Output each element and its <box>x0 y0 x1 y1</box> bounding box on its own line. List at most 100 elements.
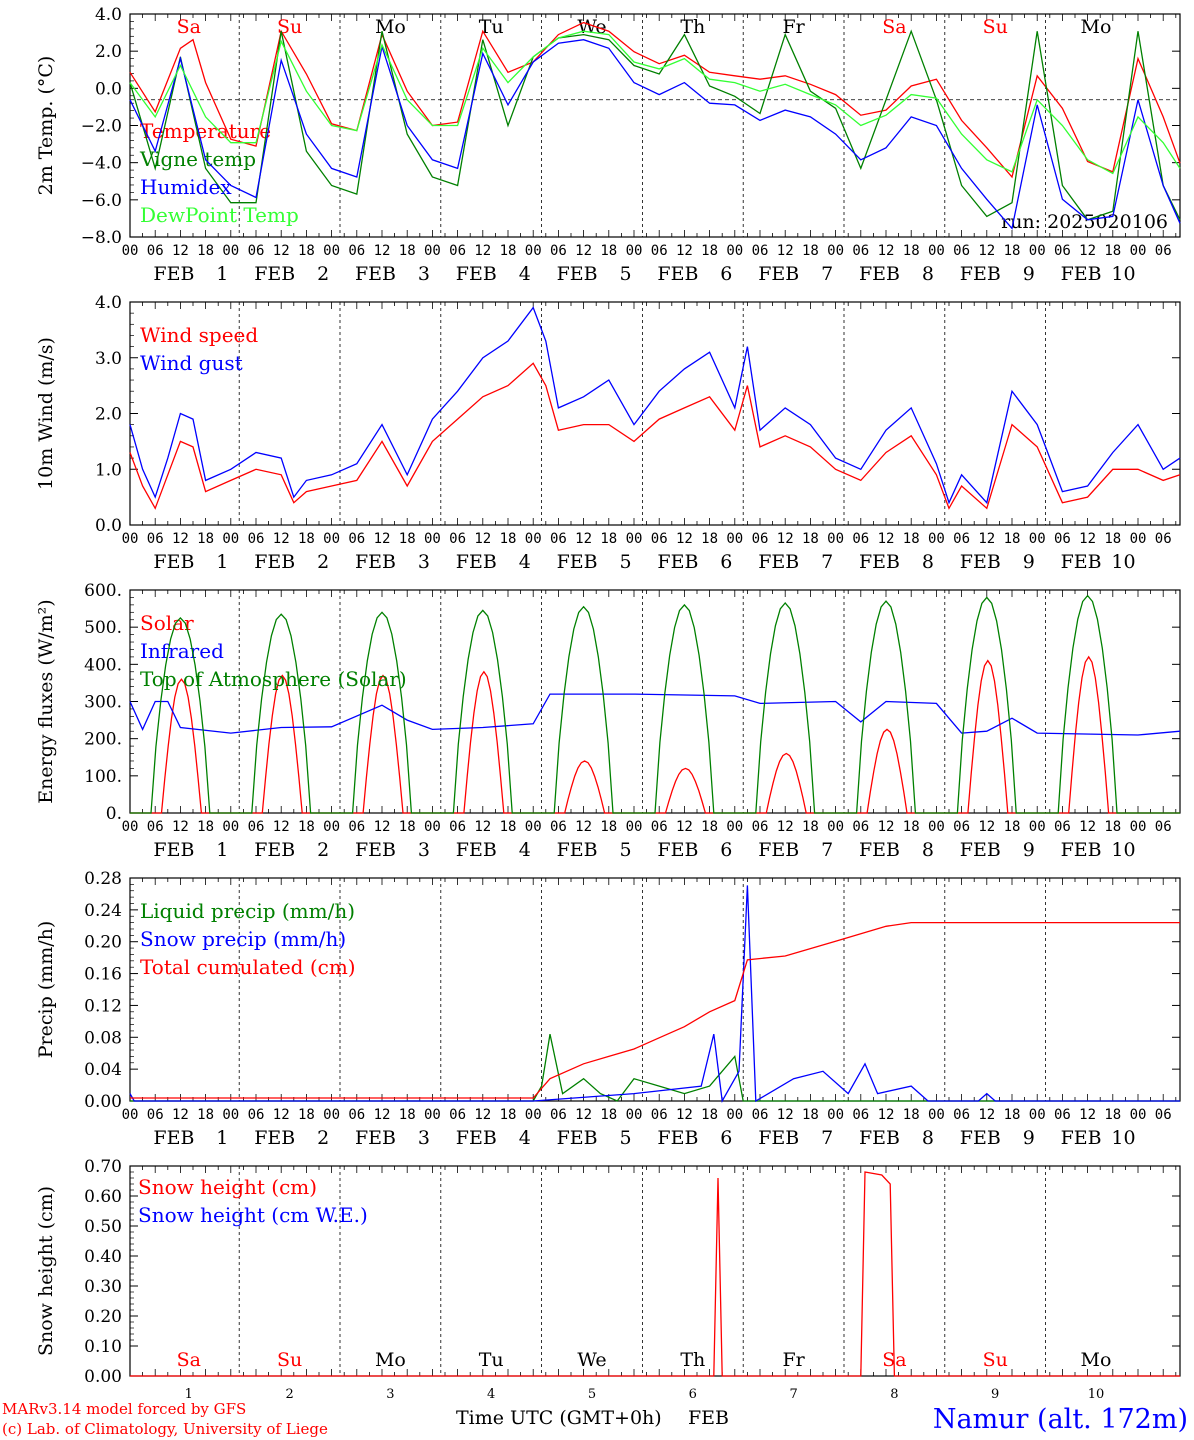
month-label: FEB <box>153 551 194 573</box>
hour-tick-label: 12 <box>978 243 995 259</box>
legend-entry: Temperature <box>140 119 271 143</box>
hour-tick-label: 12 <box>575 819 592 835</box>
day-number-label: 1 <box>216 551 228 573</box>
day-name-label: Sa <box>177 1349 201 1371</box>
day-number-label: 1 <box>185 1387 193 1402</box>
hour-tick-label: 18 <box>500 531 517 547</box>
hour-tick-label: 12 <box>777 1107 794 1123</box>
day-number-label: 7 <box>821 551 833 573</box>
month-label: FEB <box>456 263 497 285</box>
hour-tick-label: 06 <box>248 1107 265 1123</box>
series-line-top-of-atmosphere-solar- <box>130 594 1180 814</box>
hour-tick-label: 18 <box>500 243 517 259</box>
y-tick-label: −2.0 <box>81 117 122 137</box>
hour-tick-label: 12 <box>878 243 895 259</box>
month-label: FEB <box>355 551 396 573</box>
hour-tick-label: 12 <box>374 531 391 547</box>
hour-tick-label: 12 <box>273 531 290 547</box>
month-label: FEB <box>960 551 1001 573</box>
hour-tick-label: 00 <box>626 243 643 259</box>
day-number-label: 6 <box>720 263 732 285</box>
hour-tick-label: 00 <box>1130 819 1147 835</box>
panel-4-frame <box>129 877 1181 1102</box>
day-number-label: 6 <box>720 1127 732 1149</box>
day-number-label: 9 <box>991 1387 999 1402</box>
y-tick-label: 200. <box>84 730 122 750</box>
day-number-label: 9 <box>1023 839 1035 861</box>
day-name-label: Su <box>277 1349 302 1371</box>
hour-tick-label: 06 <box>550 1107 567 1123</box>
month-label: FEB <box>557 1127 598 1149</box>
hour-tick-label: 18 <box>1004 819 1021 835</box>
day-name-label: We <box>577 16 606 38</box>
day-number-label: 6 <box>689 1387 697 1402</box>
day-number-label: 2 <box>317 839 329 861</box>
hour-tick-label: 06 <box>550 531 567 547</box>
series-line-vigne-temp <box>129 29 1181 221</box>
hour-tick-label: 06 <box>651 819 668 835</box>
hour-tick-label: 12 <box>273 819 290 835</box>
day-number-label: 8 <box>922 263 934 285</box>
hour-tick-label: 00 <box>928 243 945 259</box>
hour-tick-label: 12 <box>474 819 491 835</box>
month-label: FEB <box>960 1127 1001 1149</box>
hour-tick-label: 12 <box>474 243 491 259</box>
hour-tick-label: 06 <box>1054 531 1071 547</box>
day-number-label: 9 <box>1023 1127 1035 1149</box>
hour-tick-label: 18 <box>701 531 718 547</box>
hour-tick-label: 18 <box>1104 531 1121 547</box>
hour-tick-label: 06 <box>248 243 265 259</box>
month-label: FEB <box>960 839 1001 861</box>
hour-tick-label: 06 <box>651 1107 668 1123</box>
month-label: FEB <box>859 551 900 573</box>
day-name-label: Su <box>983 1349 1008 1371</box>
y-tick-label: 300. <box>84 693 122 713</box>
day-number-label: 2 <box>317 263 329 285</box>
hour-tick-label: 06 <box>449 531 466 547</box>
hour-tick-label: 06 <box>1155 531 1172 547</box>
hour-tick-label: 00 <box>424 819 441 835</box>
month-label: FEB <box>153 839 194 861</box>
hour-tick-label: 18 <box>197 243 214 259</box>
month-label: FEB <box>456 551 497 573</box>
hour-tick-label: 00 <box>726 243 743 259</box>
y-tick-label: 0.60 <box>84 1187 122 1207</box>
hour-tick-label: 00 <box>1130 531 1147 547</box>
hour-tick-label: 00 <box>525 819 542 835</box>
hour-tick-label: 12 <box>273 243 290 259</box>
hour-tick-label: 18 <box>197 819 214 835</box>
month-label: FEB <box>758 551 799 573</box>
legend-entry: Wind gust <box>140 351 243 375</box>
hour-tick-label: 12 <box>172 243 189 259</box>
hour-tick-label: 12 <box>474 531 491 547</box>
hour-tick-label: 00 <box>122 819 139 835</box>
hour-tick-label: 18 <box>701 1107 718 1123</box>
hour-tick-label: 12 <box>575 243 592 259</box>
hour-tick-label: 06 <box>449 243 466 259</box>
hour-tick-label: 18 <box>197 1107 214 1123</box>
legend-entry: Solar <box>140 611 194 635</box>
hour-tick-label: 06 <box>651 531 668 547</box>
month-label: FEB <box>153 263 194 285</box>
hour-tick-label: 00 <box>122 531 139 547</box>
hour-tick-label: 00 <box>827 243 844 259</box>
hour-tick-label: 18 <box>1104 1107 1121 1123</box>
hour-tick-label: 12 <box>978 1107 995 1123</box>
month-label: FEB <box>758 263 799 285</box>
y-tick-label: 0.20 <box>84 933 122 953</box>
hour-tick-label: 18 <box>701 819 718 835</box>
hour-tick-label: 06 <box>1155 243 1172 259</box>
legend-entry: Snow height (cm) <box>138 1175 317 1199</box>
hour-tick-label: 18 <box>399 531 416 547</box>
hour-tick-label: 00 <box>827 531 844 547</box>
month-label: FEB <box>355 263 396 285</box>
hour-tick-label: 12 <box>474 1107 491 1123</box>
hour-tick-label: 06 <box>852 243 869 259</box>
y-tick-label: 0.24 <box>84 901 122 921</box>
hour-tick-label: 00 <box>122 243 139 259</box>
day-number-label: 10 <box>1111 1127 1135 1149</box>
day-name-label: Mo <box>375 1349 406 1371</box>
day-number-label: 3 <box>418 263 430 285</box>
hour-tick-label: 12 <box>374 1107 391 1123</box>
